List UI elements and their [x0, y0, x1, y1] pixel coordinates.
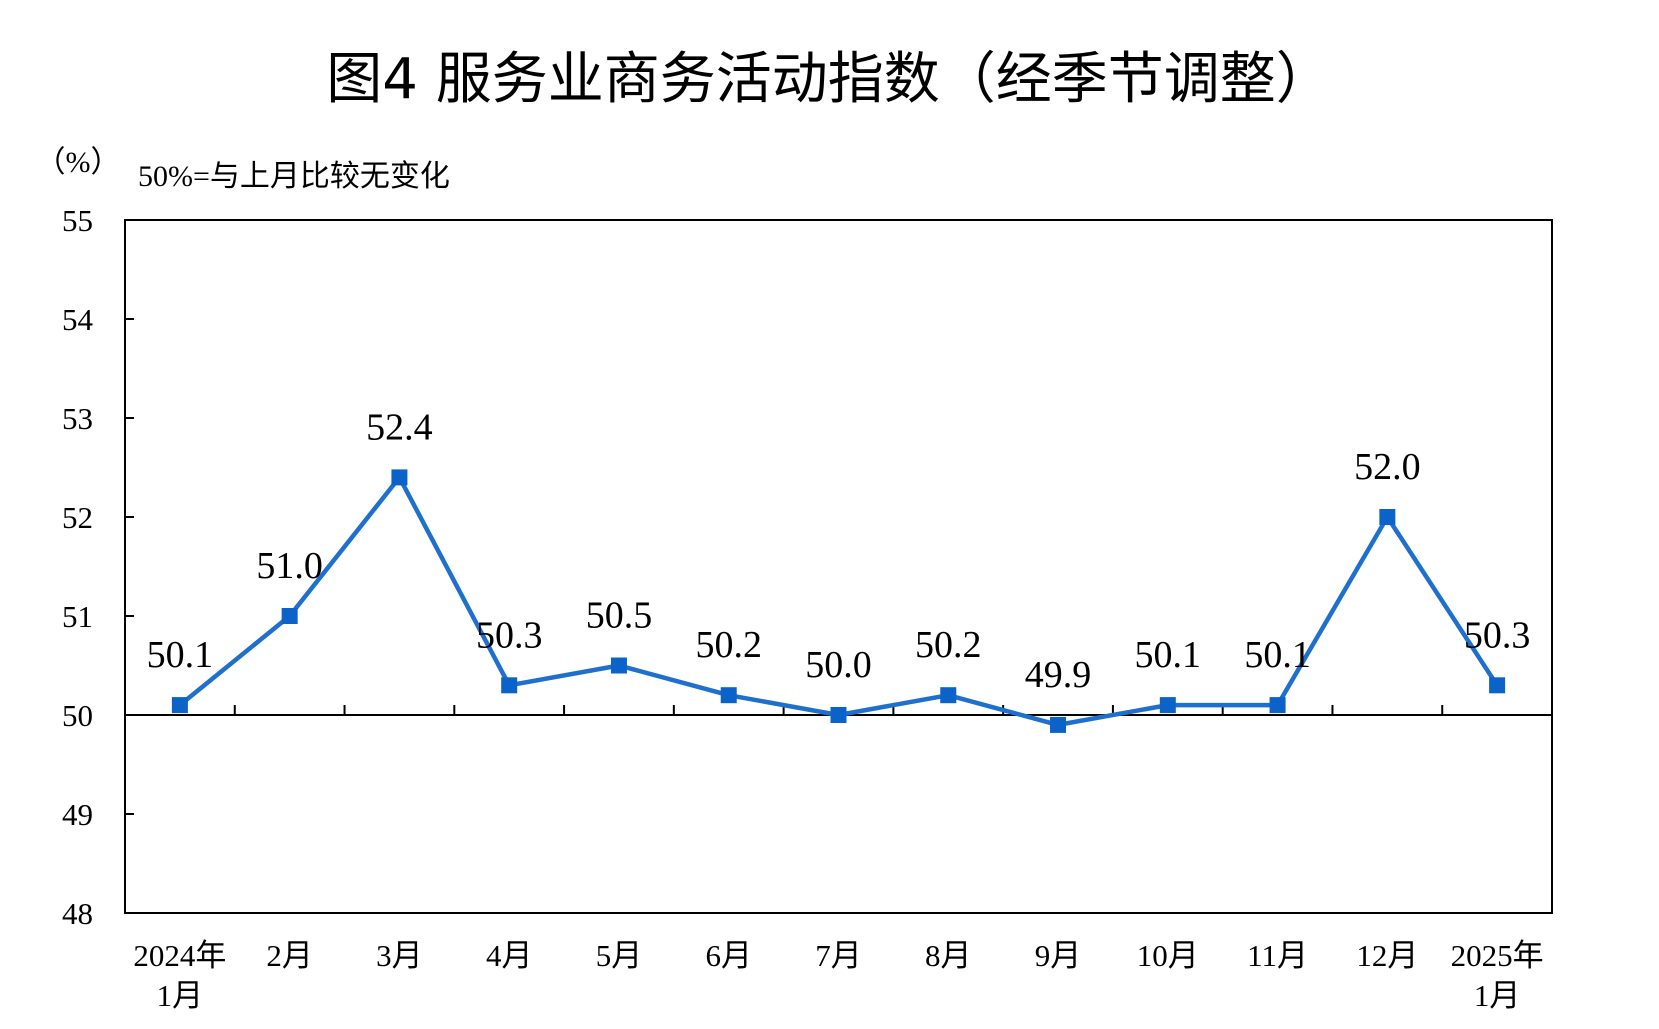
- y-tick-label: 48: [62, 896, 93, 931]
- x-tick-label: 9月: [1035, 938, 1082, 973]
- data-point-marker: [610, 657, 627, 674]
- data-value-label: 50.3: [1464, 614, 1531, 656]
- data-value-label: 50.2: [915, 624, 982, 666]
- plot-area-frame: [124, 219, 1553, 914]
- x-tick-label: 2024年: [133, 938, 226, 973]
- y-tick-label: 51: [62, 599, 93, 634]
- data-point-marker: [1159, 697, 1176, 714]
- y-axis: 48 49 50 51 52 53 54 55: [62, 203, 134, 931]
- x-tick-label: 2月: [266, 938, 313, 973]
- data-point-marker: [720, 687, 737, 704]
- data-point-marker: [1379, 509, 1396, 525]
- data-point-marker: [1269, 697, 1286, 714]
- x-tick-label: 1月: [1474, 978, 1521, 1013]
- x-tick-label: 8月: [925, 938, 972, 973]
- reference-note: 50%=与上月比较无变化: [138, 160, 450, 193]
- x-tick-label: 3月: [376, 938, 423, 973]
- data-point-marker: [940, 687, 957, 704]
- y-tick-label: 54: [62, 302, 94, 337]
- data-value-label: 52.4: [366, 406, 433, 448]
- data-value-label: 51.0: [256, 545, 323, 587]
- x-axis: 2024年 1月 2月 3月 4月 5月 6月 7月 8月 9月 10月 11月 12月 2025年 1月: [133, 705, 1544, 1013]
- x-tick-label: 11月: [1247, 938, 1308, 973]
- data-value-label: 49.9: [1025, 654, 1092, 696]
- data-value-label: 50.1: [147, 634, 214, 676]
- x-tick-label: 5月: [596, 938, 643, 973]
- y-tick-label: 52: [62, 500, 93, 535]
- data-value-label: 50.5: [586, 595, 653, 637]
- x-tick-label: 12月: [1356, 938, 1418, 973]
- x-tick-label: 7月: [815, 938, 862, 973]
- data-point-marker: [501, 677, 518, 694]
- x-tick-label: 6月: [705, 938, 752, 973]
- data-point-marker: [1489, 677, 1506, 694]
- data-point-marker: [1050, 716, 1067, 733]
- data-value-label: 50.2: [695, 624, 762, 666]
- y-tick-label: 53: [62, 401, 93, 436]
- data-value-label: 50.0: [805, 644, 872, 686]
- chart-title: 图4 服务业商务活动指数（经季节调整）: [326, 47, 1331, 112]
- x-tick-label: 4月: [486, 938, 533, 973]
- y-unit-label: （%）: [36, 146, 121, 179]
- series-markers: [171, 469, 1506, 733]
- x-tick-label: 10月: [1137, 938, 1199, 973]
- y-tick-label: 49: [62, 797, 93, 832]
- data-point-marker: [391, 469, 408, 486]
- data-point-marker: [171, 697, 188, 714]
- data-value-label: 50.3: [476, 614, 543, 656]
- data-value-label: 52.0: [1354, 446, 1421, 488]
- y-tick-label: 55: [62, 203, 93, 238]
- series-line: [178, 475, 1499, 728]
- data-value-label: 50.1: [1244, 634, 1311, 676]
- data-value-label: 50.1: [1135, 634, 1202, 676]
- x-tick-label: 2025年: [1451, 938, 1544, 973]
- data-labels: 50.1 51.0 52.4 50.3 50.5 50.2 50.0 50.2 49.9 50.1…: [147, 406, 1531, 696]
- y-tick-label: 50: [62, 698, 93, 733]
- data-point-marker: [830, 707, 847, 723]
- x-tick-label: 1月: [157, 978, 204, 1013]
- data-point-marker: [281, 608, 298, 624]
